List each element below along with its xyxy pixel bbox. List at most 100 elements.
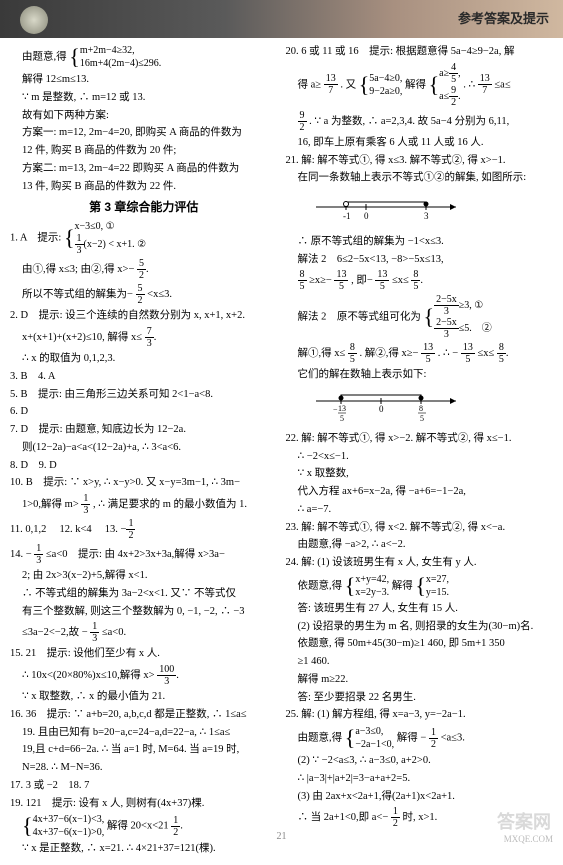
text: ∴ |a−3|+|a+2|=3−a+a+2=5.	[286, 771, 554, 787]
frac-num: 13	[461, 342, 475, 354]
svg-text:3: 3	[424, 211, 429, 221]
text: 解得	[405, 79, 426, 90]
text: ∵ x 取整数,	[286, 466, 554, 482]
text: . ∴	[463, 79, 475, 90]
url: MXQE.COM	[504, 833, 553, 847]
text: 17. 3 或 −2	[10, 780, 58, 791]
frac-den: 3	[145, 338, 154, 349]
text: 1. A 提示:	[10, 233, 61, 244]
text: x=27,	[426, 573, 449, 586]
text: 13 件, 购买 B 商品的件数为 22 件.	[10, 179, 278, 195]
frac-den: 5	[375, 281, 389, 292]
frac-num: 13	[421, 342, 435, 354]
frac-den: 2	[429, 739, 438, 750]
text: ≥3, ①	[459, 300, 483, 311]
text: 解法 2 6≤2−5x<13, −8>−5x≤13,	[286, 252, 554, 268]
text: 由题意,得 −a>2, ∴ a<−2.	[286, 537, 554, 553]
text: ∴ −2<x≤−1.	[286, 449, 554, 465]
text: ≤5. ②	[459, 323, 492, 334]
text: 12. k<4	[60, 524, 92, 535]
text: 19. 且由已知有 b=20−a,c=24−a,d=22−a, ∴ 1≤a≤	[10, 725, 278, 741]
text: (2) 设招录的男生为 m 名, 则招录的女生为(30−m)名.	[286, 619, 554, 635]
text: <a≤3.	[441, 732, 465, 743]
text: 12 件, 购买 B 商品的件数为 20 件;	[10, 143, 278, 159]
text: 11. 0,1,2	[10, 524, 46, 535]
text: x+y=42,	[355, 573, 389, 586]
header-title: 参考答案及提示	[458, 9, 549, 29]
text: 16. 36 提示: ∵ a+b=20, a,b,c,d 都是正整数, ∴ 1≤…	[10, 707, 278, 723]
text: 方案二: m=13, 2m−4=22 即购买 A 商品的件数为	[10, 161, 278, 177]
text: 5a−4≥0,	[369, 72, 402, 85]
svg-text:0: 0	[364, 211, 369, 221]
text: 依题意, 得 50m+45(30−m)≥1 460, 即 5m+1 350	[286, 636, 554, 652]
text: ∵ x 取整数, ∴ x 的最小值为 21.	[10, 689, 278, 705]
page-number: 21	[277, 829, 287, 844]
text: 解得 −	[397, 732, 427, 743]
text: 4. A	[38, 371, 56, 382]
text: 故有如下两种方案:	[10, 108, 278, 124]
frac-num: 2−5x	[434, 294, 459, 306]
frac-den: 3	[75, 245, 84, 256]
frac-num: 1	[171, 815, 180, 827]
text: x−3≤0, ①	[75, 220, 147, 233]
text: 6. D	[10, 404, 278, 420]
frac-den: 5	[421, 354, 435, 365]
content: 由题意,得 { m+2m−4≥32, 16m+4(2m−4)≤296. 解得 1…	[0, 38, 563, 865]
text: a≥	[439, 68, 449, 79]
text: ∴ 当 2a+1<0,即 a<−	[298, 812, 389, 823]
text: 1>0,解得 m>	[22, 499, 79, 510]
text: 得 a≥	[298, 79, 322, 90]
text: , 即−	[351, 275, 373, 286]
frac-num: 8	[298, 269, 307, 281]
text: 8. D	[10, 460, 28, 471]
text: a≤	[439, 91, 449, 102]
text: 方案一: m=12, 2m−4=20, 即购买 A 商品的件数为	[10, 125, 278, 141]
text: 2; 由 2x>3(x−2)+5,解得 x<1.	[10, 568, 278, 584]
text: 19,且 c+d=66−2a. ∴ 当 a=1 时, M=64. 当 a=19 …	[10, 742, 278, 758]
text: ∴ 原不等式组的解集为 −1<x≤3.	[286, 234, 554, 250]
text: ∴ x 的取值为 0,1,2,3.	[10, 351, 278, 367]
text: . ∴ −	[438, 348, 458, 359]
text: 有三个整数解, 则这三个整数解为 0, −1, −2, ∴ −3	[10, 604, 278, 620]
text: 由①,得 x≤3; 由②,得 x>−	[22, 264, 134, 275]
frac-num: 1	[126, 518, 135, 530]
text: 7. D 提示: 由题意, 知底边长为 12−2a.	[10, 422, 278, 438]
text: 答: 该班男生有 27 人, 女生有 15 人.	[286, 601, 554, 617]
right-column: 20. 6 或 11 或 16 提示: 根据题意得 5a−4≥9−2a, 解 得…	[286, 44, 554, 859]
frac-den: 5	[497, 354, 506, 365]
text: 18. 7	[68, 780, 89, 791]
text: <x≤3.	[147, 289, 172, 300]
frac-den: 3	[81, 505, 90, 516]
left-column: 由题意,得 { m+2m−4≥32, 16m+4(2m−4)≤296. 解得 1…	[10, 44, 278, 859]
text: 解得 m≥22.	[286, 672, 554, 688]
text: 4x+37−6(x−1)<3,	[33, 813, 105, 826]
frac-den: 5	[334, 281, 348, 292]
text: m+2m−4≥32,	[80, 44, 161, 57]
text: 14. −	[10, 549, 32, 560]
text: 10. B 提示: ∵ x>y, ∴ x−y>0. 又 x−y=3m−1, ∴ …	[10, 475, 278, 491]
text: a−3≤0,	[355, 725, 394, 738]
frac-den: 2	[136, 295, 145, 306]
text: . 解②,得 x≥−	[360, 348, 419, 359]
text: 所以不等式组的解集为−	[22, 289, 133, 300]
text: 21. 解: 解不等式①, 得 x≤3. 解不等式②, 得 x>−1.	[286, 153, 554, 169]
frac-num: 9	[449, 85, 458, 97]
text: 25. 解: (1) 解方程组, 得 x=a−3, y=−2a−1.	[286, 707, 554, 723]
svg-text:0: 0	[379, 404, 384, 414]
text: 解法 2 原不等式组可化为	[298, 312, 421, 323]
number-line-2: − 13 5 0 8 5	[306, 389, 466, 421]
frac-den: 2	[391, 818, 400, 829]
svg-text:-1: -1	[343, 211, 351, 221]
frac-den: 3	[434, 329, 459, 340]
text: (x−2) < x+1. ②	[84, 239, 147, 250]
text: 答: 至少要招录 22 名男生.	[286, 690, 554, 706]
text: ∵ m 是整数, ∴ m=12 或 13.	[10, 90, 278, 106]
text: 它们的解在数轴上表示如下:	[286, 367, 554, 383]
frac-den: 2	[137, 270, 146, 281]
text: N=28. ∴ M−N=36.	[10, 760, 278, 776]
frac-num: 2−5x	[434, 317, 459, 329]
text: ≤x≤	[477, 348, 494, 359]
frac-num: 1	[391, 806, 400, 818]
frac-num: 1	[34, 543, 43, 555]
text: 在同一条数轴上表示不等式①②的解集, 如图所示:	[286, 170, 554, 186]
